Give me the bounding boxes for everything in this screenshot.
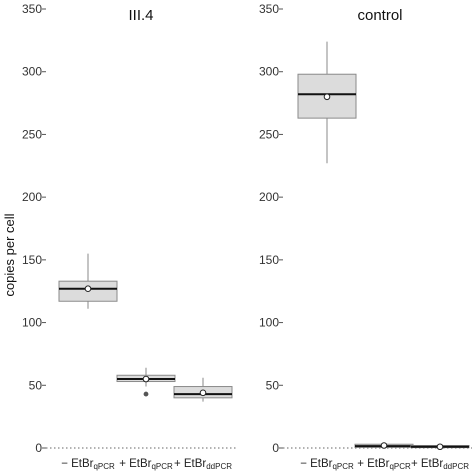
panel-0: 0 50 100 150 200 250 300 350 III.4 − EtBrqPCR + Et…	[22, 2, 236, 471]
category-label: + EtBrddPCR	[174, 458, 232, 471]
y-tick-label: 100	[22, 316, 42, 330]
mean-marker	[142, 375, 150, 383]
box-0-2: + EtBrddPCR	[173, 377, 233, 471]
y-tick-label: 150	[22, 253, 42, 267]
y-axis-title: copies per cell	[2, 213, 17, 296]
box-0-1: + EtBrqPCR	[116, 367, 176, 471]
mean-marker	[323, 93, 331, 101]
box-0-0: − EtBrqPCR	[58, 253, 118, 471]
category-label: − EtBrqPCR	[300, 458, 354, 471]
panel-title: control	[357, 7, 402, 24]
y-tick-label: 50	[29, 378, 43, 392]
panel-title: III.4	[128, 7, 153, 24]
mean-marker	[380, 442, 388, 449]
y-tick-label: 350	[259, 2, 279, 16]
mean-marker	[199, 389, 207, 397]
y-tick-label: 150	[259, 253, 279, 267]
y-tick-label: 0	[35, 441, 42, 455]
box-1-0: − EtBrqPCR	[297, 41, 357, 471]
outlier-point	[143, 391, 149, 397]
y-tick-label: 200	[259, 190, 279, 204]
y-tick-label: 300	[22, 65, 42, 79]
y-tick-label: 350	[22, 2, 42, 16]
box-1-2: + EtBrddPCR	[410, 443, 470, 471]
category-label: + EtBrqPCR	[357, 458, 411, 471]
y-tick-label: 250	[259, 127, 279, 141]
y-tick-label: 250	[22, 127, 42, 141]
y-tick-label: 300	[259, 65, 279, 79]
y-tick-label: 100	[259, 316, 279, 330]
y-tick-label: 50	[266, 378, 280, 392]
mean-marker	[84, 285, 92, 293]
box-1-1: + EtBrqPCR	[354, 442, 414, 471]
y-tick-label: 0	[272, 441, 279, 455]
category-label: − EtBrqPCR	[61, 458, 115, 471]
category-label: + EtBrddPCR	[411, 458, 469, 471]
y-tick-label: 200	[22, 190, 42, 204]
mean-marker	[436, 443, 444, 451]
category-label: + EtBrqPCR	[119, 458, 173, 471]
